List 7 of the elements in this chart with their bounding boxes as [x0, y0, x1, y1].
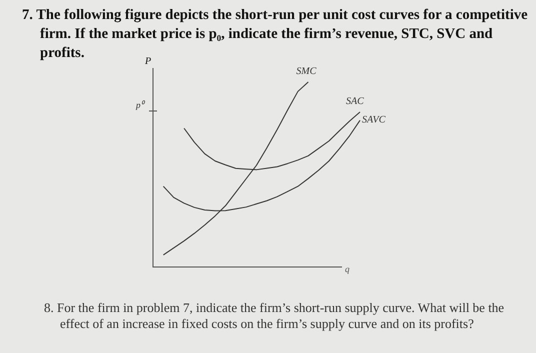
series-label: SAC	[346, 96, 364, 107]
text: p⁰	[136, 99, 144, 111]
series-label: SMC	[296, 66, 317, 77]
text: 8. For the firm in problem 7, indicate the firm’s short-run supply curve. What will be the effect of an increase in fixed costs on the firm’s supply curve and on its profits?	[44, 300, 506, 332]
y-axis-title: P	[145, 56, 152, 67]
series-label: SAVC	[362, 114, 386, 126]
x-axis-title: q	[345, 264, 350, 274]
